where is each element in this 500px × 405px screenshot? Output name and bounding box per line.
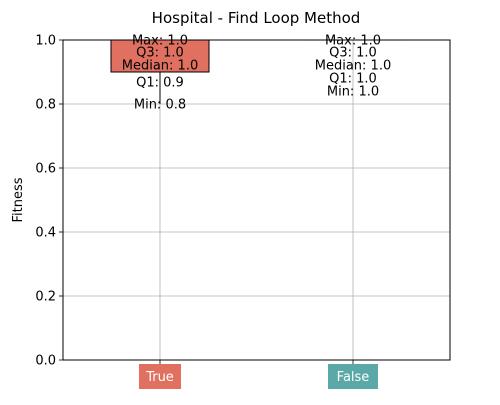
- grid-lines: [63, 40, 450, 360]
- stat-label: Min: 1.0: [327, 85, 379, 100]
- y-ticks: 0.0 0.2 0.4 0.6 0.8 1.0: [35, 34, 63, 369]
- category-labels: True False: [139, 360, 378, 389]
- y-tick-label: 0.6: [35, 162, 56, 177]
- y-tick-label: 0.0: [35, 354, 56, 369]
- chart-title: Hospital - Find Loop Method: [152, 9, 361, 27]
- y-tick-label: 0.2: [35, 290, 56, 305]
- x-tick-label: True: [145, 370, 174, 385]
- stat-label: Median: 1.0: [122, 59, 198, 74]
- y-axis-label: Fitness: [11, 177, 26, 222]
- axes-frame: [63, 40, 450, 360]
- x-tick-label: False: [337, 370, 370, 385]
- stat-label: Min: 0.8: [134, 98, 186, 113]
- plot-frame: [63, 40, 450, 360]
- y-tick-label: 1.0: [35, 34, 56, 49]
- stat-label: Q1: 0.9: [136, 76, 184, 91]
- y-tick-label: 0.4: [35, 226, 56, 241]
- y-tick-label: 0.8: [35, 98, 56, 113]
